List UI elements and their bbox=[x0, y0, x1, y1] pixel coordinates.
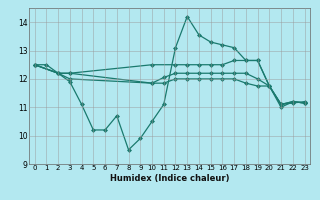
X-axis label: Humidex (Indice chaleur): Humidex (Indice chaleur) bbox=[110, 174, 229, 183]
